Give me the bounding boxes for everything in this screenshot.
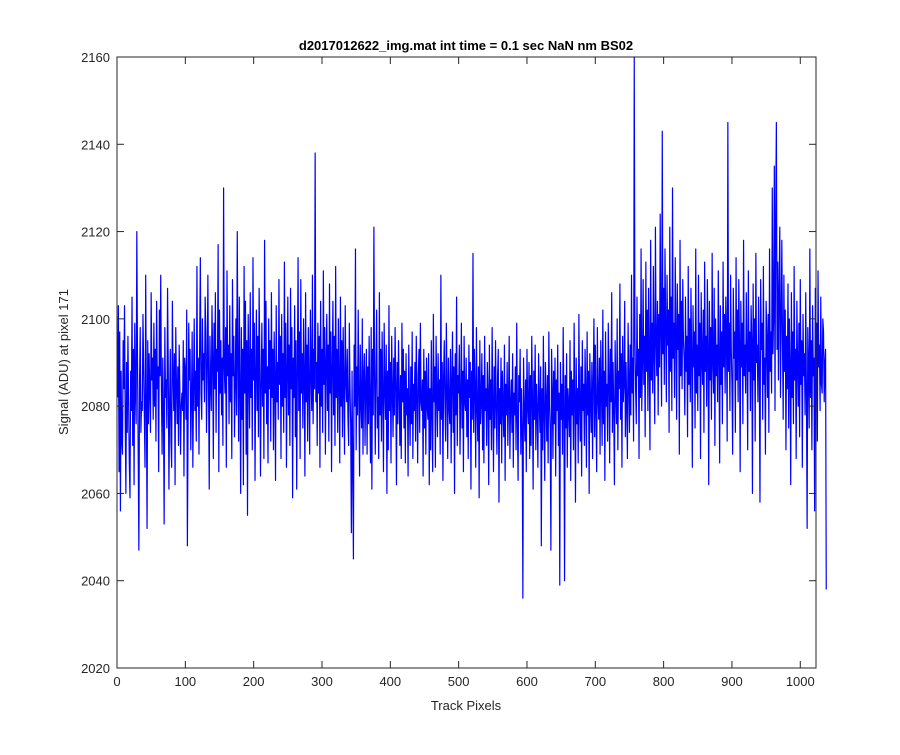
axes-box: [116, 56, 817, 669]
chart-title: d2017012622_img.mat int time = 0.1 sec N…: [299, 38, 633, 53]
y-axis-ticks: 2020 2040 2060 2080 2100 2120 2140 2160: [81, 50, 816, 676]
y-tick-label: 2060: [81, 486, 110, 501]
y-tick-label: 2140: [81, 137, 110, 152]
axes-frame: [116, 56, 817, 669]
x-tick-label: 300: [311, 674, 333, 689]
x-tick-label: 800: [653, 674, 675, 689]
x-tick-label: 1000: [786, 674, 815, 689]
series-line-0: [117, 56, 827, 599]
y-tick-label: 2160: [81, 50, 110, 65]
y-tick-label: 2020: [81, 661, 110, 676]
x-axis-label: Track Pixels: [431, 698, 502, 713]
x-tick-label: 600: [516, 674, 538, 689]
x-tick-label: 0: [113, 674, 120, 689]
x-tick-label: 200: [243, 674, 265, 689]
x-tick-label: 100: [174, 674, 196, 689]
y-axis-label: Signal (ADU) at pixel 171: [56, 289, 71, 435]
y-tick-label: 2080: [81, 399, 110, 414]
y-tick-label: 2100: [81, 312, 110, 327]
x-tick-label: 400: [379, 674, 401, 689]
series-layer: [117, 56, 827, 599]
x-tick-label: 700: [584, 674, 606, 689]
y-tick-label: 2120: [81, 225, 110, 240]
x-axis-ticks: 0 100 200 300 400 500 600 700 800 900 1000: [113, 57, 815, 689]
x-tick-label: 900: [721, 674, 743, 689]
y-tick-label: 2040: [81, 574, 110, 589]
x-tick-label: 500: [448, 674, 470, 689]
